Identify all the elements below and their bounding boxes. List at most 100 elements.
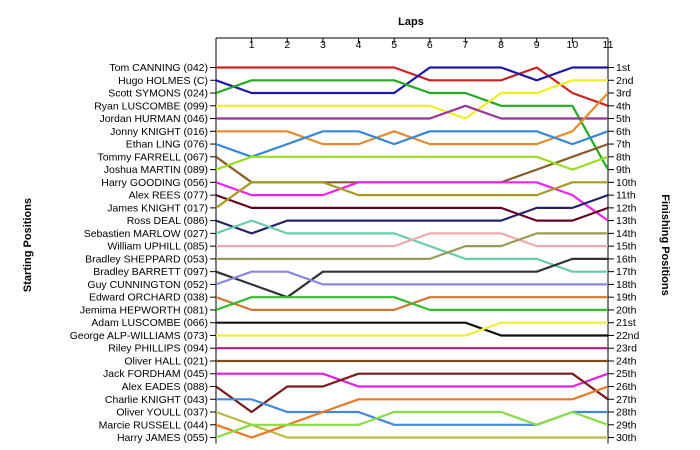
- x-tick-label: 8: [498, 39, 504, 51]
- series-line: [215, 257, 608, 299]
- finishing-position-label: 25th: [616, 368, 637, 380]
- starting-position-label: Tommy FARRELL (067): [98, 151, 208, 163]
- finishing-position-label: 21st: [616, 317, 636, 329]
- starting-position-label: Edward ORCHARD (038): [89, 292, 208, 304]
- x-tick-label: 3: [320, 39, 326, 51]
- finishing-position-label: 4th: [616, 100, 631, 112]
- finishing-position-label: 26th: [616, 381, 637, 393]
- starting-position-label: Oliver HALL (021): [124, 355, 208, 367]
- x-tick-label: 9: [534, 39, 540, 51]
- finishing-position-label: 3rd: [616, 88, 631, 100]
- labels: Tom CANNING (042)Hugo HOLMES (C)Scott SY…: [70, 62, 640, 444]
- finishing-position-label: 1st: [616, 62, 630, 74]
- starting-position-label: Sebastien MARLOW (027): [84, 228, 208, 240]
- series-line: [215, 385, 609, 439]
- series-line: [215, 181, 608, 209]
- starting-position-label: Ethan LING (076): [126, 139, 208, 151]
- series-line: [215, 194, 609, 235]
- finishing-position-label: 20th: [616, 304, 637, 316]
- series-line: [215, 270, 608, 286]
- finishing-position-label: 7th: [616, 139, 631, 151]
- finishing-position-label: 2nd: [616, 75, 634, 87]
- series-line: [215, 410, 609, 439]
- left-axis-label: Starting Positions: [22, 198, 34, 292]
- starting-position-label: Jonny KNIGHT (016): [110, 126, 208, 138]
- finishing-position-label: 12th: [616, 202, 637, 214]
- series-line: [215, 410, 608, 439]
- right-axis-label: Finishing Positions: [659, 194, 671, 295]
- series-line: [215, 66, 608, 95]
- series-line: [215, 181, 609, 222]
- x-tick-label: 1: [249, 39, 255, 51]
- x-tick-label: 6: [427, 39, 433, 51]
- x-tick-label: 11: [603, 39, 614, 51]
- series-lines: [215, 66, 609, 439]
- starting-position-label: Scott SYMONS (024): [108, 88, 208, 100]
- x-tick-label: 10: [567, 39, 579, 51]
- starting-position-label: Joshua MARTIN (089): [104, 164, 208, 176]
- finishing-position-label: 15th: [616, 241, 637, 253]
- starting-position-label: Jemima HEPWORTH (081): [80, 304, 208, 316]
- starting-position-label: Bradley BARRETT (097): [93, 266, 208, 278]
- finishing-position-label: 5th: [616, 113, 631, 125]
- series-line: [215, 296, 608, 311]
- starting-position-label: George ALP-WILLIAMS (073): [70, 330, 208, 342]
- finishing-position-label: 29th: [616, 419, 637, 431]
- starting-position-label: James KNIGHT (017): [107, 202, 208, 214]
- starting-position-label: Alex EADES (088): [122, 381, 208, 393]
- finishing-position-label: 9th: [616, 164, 631, 176]
- finishing-position-label: 19th: [616, 292, 637, 304]
- starting-position-label: Riley PHILLIPS (094): [108, 343, 208, 355]
- series-line: [215, 372, 609, 414]
- starting-position-label: Adam LUSCOMBE (066): [91, 317, 208, 329]
- starting-position-label: Ryan LUSCOMBE (099): [94, 100, 208, 112]
- series-line: [216, 232, 608, 248]
- series-line: [215, 79, 609, 171]
- series-line: [215, 194, 609, 222]
- x-tick-label: 7: [463, 39, 469, 51]
- starting-position-label: Ross DEAL (086): [127, 215, 208, 227]
- finishing-position-label: 30th: [616, 432, 637, 444]
- finishing-position-label: 6th: [616, 126, 631, 138]
- series-line: [215, 155, 609, 171]
- finishing-position-label: 18th: [616, 279, 637, 291]
- starting-position-label: Charlie KNIGHT (043): [105, 394, 208, 406]
- x-tick-label: 5: [391, 39, 397, 51]
- x-tick-label: 2: [284, 39, 290, 51]
- finishing-position-label: 17th: [616, 266, 637, 278]
- finishing-position-label: 23rd: [616, 343, 637, 355]
- series-line: [216, 321, 608, 337]
- series-line: [215, 143, 609, 184]
- starting-position-label: Alex REES (077): [129, 190, 208, 202]
- series-line: [216, 232, 608, 260]
- starting-position-label: William UPHILL (085): [107, 241, 208, 253]
- series-line: [215, 130, 609, 158]
- starting-position-label: Oliver YOULL (037): [116, 407, 208, 419]
- finishing-position-label: 14th: [616, 228, 637, 240]
- finishing-position-label: 22nd: [616, 330, 640, 342]
- x-tick-label: 4: [356, 39, 362, 51]
- starting-position-label: Bradley SHEPPARD (053): [85, 253, 208, 265]
- starting-position-label: Harry JAMES (055): [117, 432, 208, 444]
- series-line: [216, 66, 609, 107]
- finishing-position-label: 24th: [616, 355, 637, 367]
- starting-position-label: Guy CUNNINGTON (052): [87, 279, 208, 291]
- chart-title: Laps: [398, 16, 424, 28]
- series-line: [216, 372, 609, 388]
- finishing-position-label: 10th: [616, 177, 637, 189]
- series-line: [216, 104, 608, 120]
- finishing-position-label: 16th: [616, 253, 637, 265]
- finishing-position-label: 28th: [616, 407, 637, 419]
- starting-position-label: Jack FORDHAM (045): [103, 368, 208, 380]
- starting-position-label: Tom CANNING (042): [109, 62, 208, 74]
- finishing-position-label: 27th: [616, 394, 637, 406]
- finishing-position-label: 11th: [616, 190, 636, 202]
- finishing-position-label: 8th: [616, 151, 631, 163]
- starting-position-label: Jordan HURMAN (046): [99, 113, 208, 125]
- starting-position-label: Harry GOODING (056): [101, 177, 208, 189]
- starting-position-label: Marcie RUSSELL (044): [99, 419, 208, 431]
- series-line: [216, 321, 608, 337]
- starting-position-label: Hugo HOLMES (C): [118, 75, 208, 87]
- series-line: [216, 79, 608, 120]
